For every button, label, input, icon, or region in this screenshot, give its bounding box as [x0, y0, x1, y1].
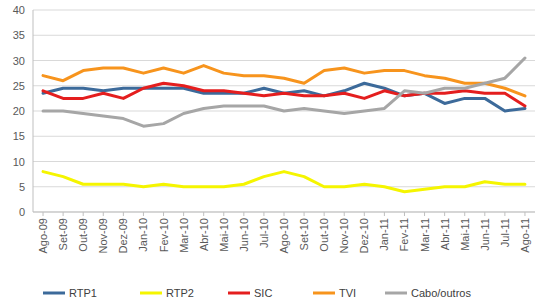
x-tick-label: Jul-11	[499, 218, 511, 247]
x-tick	[243, 212, 244, 216]
x-tick	[404, 212, 405, 216]
x-tick	[504, 212, 505, 216]
x-tick	[324, 212, 325, 216]
y-tick-label: 40	[13, 4, 25, 16]
y-tick-label: 30	[13, 55, 25, 67]
grid-line	[33, 85, 535, 86]
legend-swatch	[140, 292, 162, 295]
x-tick-label: Mai-10	[218, 218, 230, 252]
plot-area	[43, 58, 525, 192]
grid-line	[33, 161, 535, 162]
x-tick	[304, 212, 305, 216]
x-tick	[123, 212, 124, 216]
x-tick	[203, 212, 204, 216]
x-tick	[444, 212, 445, 216]
x-tick	[263, 212, 264, 216]
x-tick-label: Mar-10	[178, 218, 190, 253]
x-tick	[43, 212, 44, 216]
y-axis	[33, 10, 34, 212]
x-tick-label: Abr-11	[439, 218, 451, 250]
x-tick-label: Set-09	[57, 218, 69, 250]
legend-label: TVI	[339, 287, 356, 299]
x-tick-label: Jan-11	[378, 218, 390, 251]
legend-swatch	[43, 292, 65, 295]
grid-line	[33, 10, 535, 11]
chart: 0 5 10 15 20 25 30 35 40 Ago-09 Set-09 Out-09 Nov-09…	[0, 0, 541, 305]
x-tick-label: Abr-10	[198, 218, 210, 251]
x-tick-label: Dez-10	[358, 218, 370, 253]
x-tick	[484, 212, 485, 216]
legend-swatch	[228, 292, 250, 295]
x-tick	[284, 212, 285, 216]
y-tick-label: 10	[13, 156, 25, 168]
series-line	[43, 172, 525, 192]
series-line	[43, 58, 525, 126]
y-tick-label: 25	[13, 80, 25, 92]
legend-label: RTP1	[69, 287, 97, 299]
y-tick-label: 20	[13, 105, 25, 117]
y-tick-label: 5	[19, 181, 25, 193]
legend-label: Cabo/outros	[411, 287, 471, 299]
x-tick	[344, 212, 345, 216]
x-tick	[424, 212, 425, 216]
x-tick	[103, 212, 104, 216]
x-tick-label: Mai-11	[459, 218, 471, 251]
grid-line	[33, 136, 535, 137]
x-tick-label: Nov-09	[97, 218, 109, 253]
x-tick	[384, 212, 385, 216]
series-line	[43, 83, 525, 106]
x-tick-label: Ago-11	[519, 218, 531, 253]
x-tick-label: Mar-11	[419, 218, 431, 252]
y-tick-label: 0	[19, 206, 25, 218]
x-tick-label: Jun-10	[238, 218, 250, 252]
x-tick-label: Jan-10	[137, 218, 149, 252]
y-tick-label: 35	[13, 29, 25, 41]
x-tick	[524, 212, 525, 216]
x-tick	[223, 212, 224, 216]
x-tick-label: Ago-10	[278, 218, 290, 253]
x-tick-label: Dez-09	[117, 218, 129, 253]
legend-swatch	[385, 292, 407, 295]
x-tick	[63, 212, 64, 216]
x-tick-label: Set-10	[298, 218, 310, 250]
x-tick-label: Jun-11	[479, 218, 491, 251]
x-tick-label: Nov-10	[338, 218, 350, 253]
x-tick-label: Out-09	[77, 218, 89, 252]
x-tick-label: Fev-11	[398, 218, 410, 251]
x-tick-label: Jul-10	[258, 218, 270, 248]
y-tick-label: 15	[13, 130, 25, 142]
x-tick	[464, 212, 465, 216]
x-tick-label: Out-10	[318, 218, 330, 252]
series-line	[43, 66, 525, 96]
x-tick	[364, 212, 365, 216]
grid-line	[33, 35, 535, 36]
x-tick-label: Fev-10	[158, 218, 170, 252]
x-tick	[83, 212, 84, 216]
legend-label: SIC	[254, 287, 272, 299]
x-tick	[143, 212, 144, 216]
legend-label: RTP2	[166, 287, 194, 299]
x-tick	[163, 212, 164, 216]
x-tick-label: Ago-09	[37, 218, 49, 253]
legend-swatch	[313, 292, 335, 295]
x-tick	[183, 212, 184, 216]
grid-line	[33, 60, 535, 61]
